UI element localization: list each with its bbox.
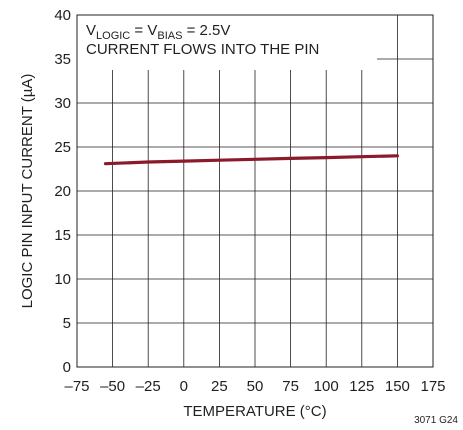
y-tick-label: 40 xyxy=(54,7,71,24)
x-tick-label: –25 xyxy=(136,378,161,395)
x-tick-label: 125 xyxy=(349,378,374,395)
x-tick-label: 175 xyxy=(420,378,445,395)
y-tick-label: 20 xyxy=(54,183,71,200)
annotation-voltage-value: = 2.5V xyxy=(182,22,230,39)
condition-annotation: VLOGIC = VBIAS = 2.5V xyxy=(86,22,230,42)
annotation-bias-subscript: BIAS xyxy=(157,30,182,42)
annotation-equals-v: = V xyxy=(130,22,157,39)
grid xyxy=(77,15,433,367)
y-tick-label: 30 xyxy=(54,95,71,112)
y-tick-label: 35 xyxy=(54,51,71,68)
x-tick-label: –50 xyxy=(100,378,125,395)
x-tick-label: 100 xyxy=(314,378,339,395)
annotation-v-logic: V xyxy=(86,22,96,39)
y-tick-label: 25 xyxy=(54,139,71,156)
y-tick-labels: 0 5 10 15 20 25 30 35 40 xyxy=(54,7,71,376)
y-tick-label: 5 xyxy=(63,315,71,332)
x-tick-label: 50 xyxy=(247,378,264,395)
y-axis-title: LOGIC PIN INPUT CURRENT (µA) xyxy=(19,74,36,309)
y-tick-label: 10 xyxy=(54,271,71,288)
x-tick-label: 150 xyxy=(385,378,410,395)
series-layer xyxy=(103,154,399,166)
series-line xyxy=(103,154,399,166)
y-tick-label: 0 xyxy=(63,359,71,376)
current-direction-annotation: CURRENT FLOWS INTO THE PIN xyxy=(86,41,319,58)
x-tick-label: 75 xyxy=(282,378,299,395)
x-tick-label: 25 xyxy=(211,378,228,395)
x-tick-label: 0 xyxy=(180,378,188,395)
x-axis-title: TEMPERATURE (°C) xyxy=(183,403,326,420)
annotation-background xyxy=(77,15,377,70)
figure-id: 3071 G24 xyxy=(414,415,458,425)
plot-frame xyxy=(76,14,434,368)
x-tick-labels: –75 –50 –25 0 25 50 75 100 125 150 175 xyxy=(64,378,445,395)
x-tick-label: –75 xyxy=(64,378,89,395)
y-tick-label: 15 xyxy=(54,227,71,244)
annotation-logic-subscript: LOGIC xyxy=(96,30,130,42)
